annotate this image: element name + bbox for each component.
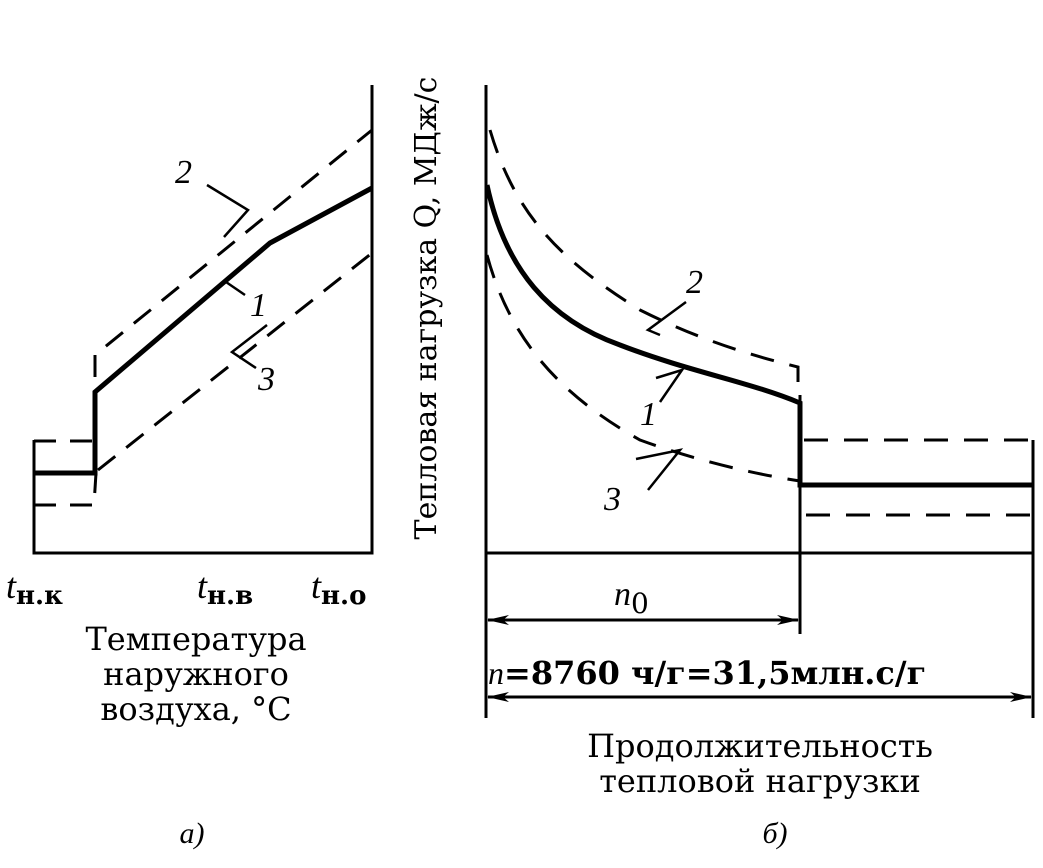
panel-label-b: б) xyxy=(762,817,787,850)
total-duration-label: n=8760 ч/г=31,5млн.с/г xyxy=(488,654,926,692)
chart-a-label-2: 2 xyxy=(175,154,192,191)
chart-b-label-2: 2 xyxy=(686,264,703,301)
chart-b-curve-1 xyxy=(484,184,1033,488)
svg-text:Температура: Температура xyxy=(85,620,306,658)
svg-text:наружного: наружного xyxy=(103,655,289,693)
chart-b-curve-2 xyxy=(488,129,800,385)
svg-text:воздуха, °С: воздуха, °С xyxy=(100,690,291,728)
chart-a-frame xyxy=(32,85,374,555)
tick-t-nk: tн.к xyxy=(6,566,63,611)
leader-2 xyxy=(206,183,250,238)
chart-b-curve-3 xyxy=(485,254,801,483)
tick-t-nv: tн.в xyxy=(197,566,253,611)
leader-3 xyxy=(229,324,268,370)
chart-b-xlabel: Продолжительность тепловой нагрузки xyxy=(587,727,933,800)
chart-a-label-1: 1 xyxy=(250,287,267,324)
chart-a-xlabel: Температура наружного воздуха, °С xyxy=(85,620,306,728)
leader-1 xyxy=(225,280,246,297)
chart-b-label-3: 3 xyxy=(603,481,621,518)
chart-a-x-ticks: tн.к tн.в tн.о xyxy=(6,566,366,611)
y-axis-label: Тепловая нагрузка Q, МДж/с xyxy=(409,77,444,540)
leader-1 xyxy=(655,367,686,403)
panel-label-a: а) xyxy=(180,817,205,850)
chart-a-curve-1 xyxy=(34,185,374,476)
chart-a-label-3: 3 xyxy=(257,361,275,398)
chart-a-curve-3 xyxy=(34,251,373,507)
svg-text:тепловой нагрузки: тепловой нагрузки xyxy=(599,762,921,800)
chart-a xyxy=(32,85,374,555)
leader-3 xyxy=(635,448,684,491)
chart-a-curve-2 xyxy=(34,128,373,443)
chart-b xyxy=(484,85,1035,718)
n0-label: n0 xyxy=(614,576,649,620)
tick-t-no: tн.о xyxy=(311,566,366,611)
svg-text:Продолжительность: Продолжительность xyxy=(587,727,933,765)
leader-2 xyxy=(645,300,687,337)
chart-b-label-1: 1 xyxy=(640,396,657,433)
